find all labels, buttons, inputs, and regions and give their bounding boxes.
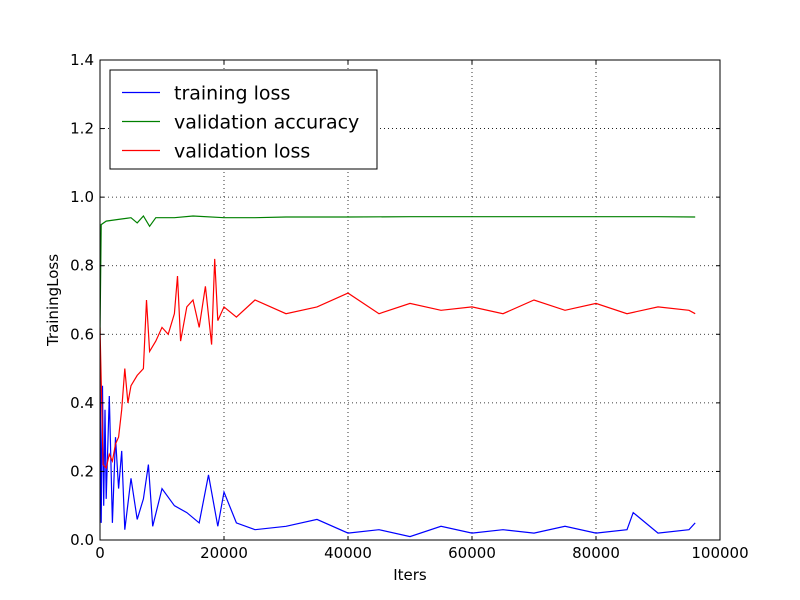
legend-box: [109, 69, 378, 170]
y-tick-label: 0.6: [70, 325, 94, 343]
x-tick-label: 100000: [691, 544, 748, 562]
series-line-validation-loss: [100, 258, 696, 470]
legend-label-validation-loss: validation loss: [174, 141, 310, 163]
y-tick-label: 0.0: [70, 531, 94, 549]
axis-ticks: 0 20000 40000 60000 80000 100000 0.0 0.2 0.4 0.6 0…: [70, 51, 748, 562]
x-tick-label: 60000: [448, 544, 496, 562]
legend: training loss validation accuracy validati…: [109, 69, 378, 170]
y-tick-label: 1.4: [70, 51, 94, 69]
y-tick-label: 0.2: [70, 462, 94, 480]
y-axis-label: TrainingLoss: [44, 254, 62, 347]
plot-frame: [99, 59, 721, 541]
x-axis-label: Iters: [393, 566, 427, 584]
x-tick-label: 80000: [572, 544, 620, 562]
series-lines: [100, 214, 696, 538]
y-tick-label: 1.2: [70, 120, 94, 138]
y-tick-label: 0.4: [70, 394, 94, 412]
x-tick-label: 0: [95, 544, 105, 562]
series-line-training-loss: [100, 347, 696, 538]
legend-label-training-loss: training loss: [174, 83, 290, 105]
y-tick-label: 1.0: [70, 188, 94, 206]
series-line-validation-accuracy: [100, 214, 696, 335]
x-tick-label: 20000: [200, 544, 248, 562]
x-tick-label: 40000: [324, 544, 372, 562]
y-tick-label: 0.8: [70, 257, 94, 275]
legend-label-validation-accuracy: validation accuracy: [174, 112, 359, 134]
